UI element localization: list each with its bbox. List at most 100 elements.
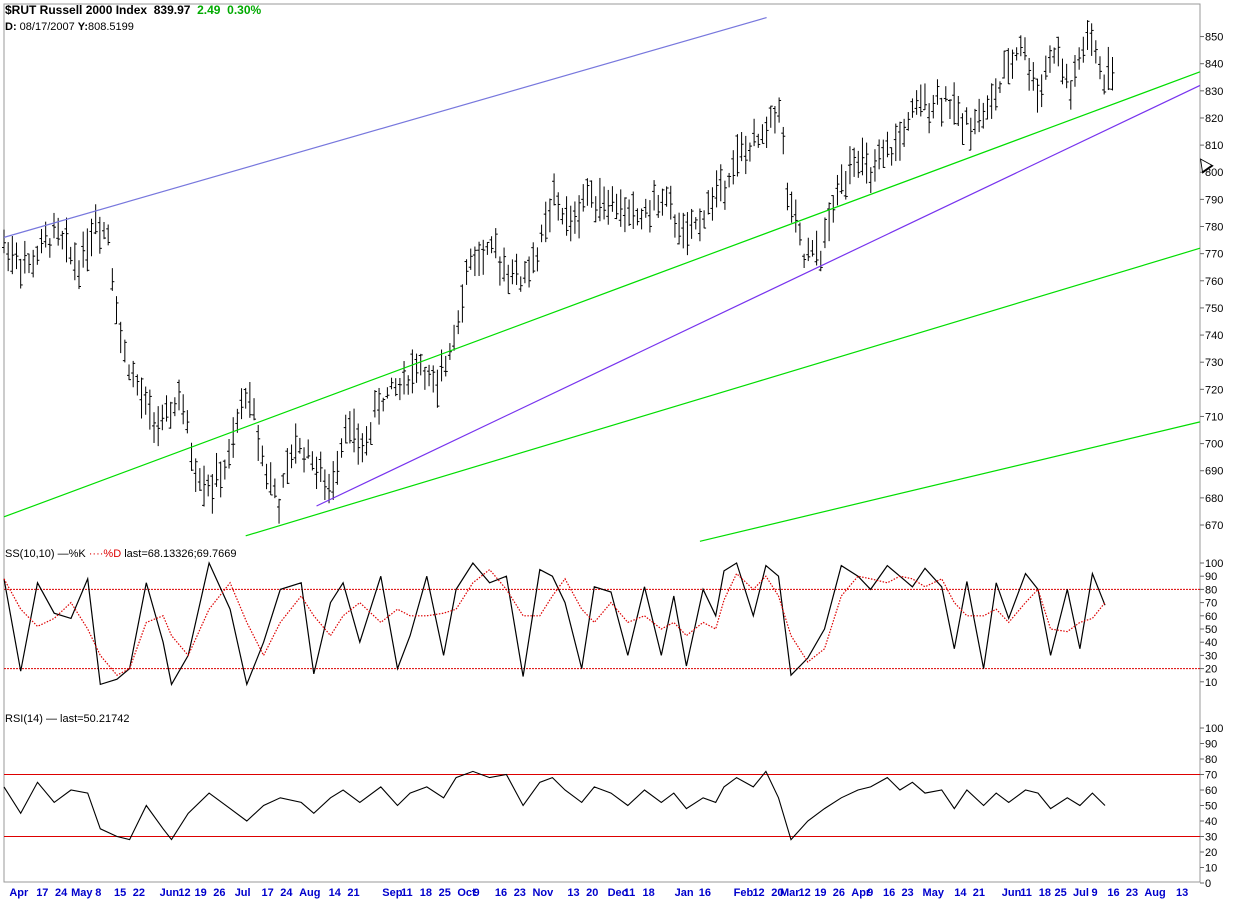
x-axis-label: 25	[439, 887, 451, 899]
x-axis-label: 14	[329, 887, 342, 899]
x-axis-label: Apr	[9, 887, 29, 899]
price-y-tick-label: 710	[1205, 411, 1223, 423]
x-axis-label: 23	[514, 887, 526, 899]
x-axis-label: 11	[624, 887, 636, 899]
plot-frame	[3, 3, 1201, 883]
x-axis-label: 16	[1107, 887, 1119, 899]
stoch-y-tick-label: 50	[1205, 624, 1217, 636]
x-axis-label: Mar	[780, 887, 800, 899]
x-axis-label: 21	[973, 887, 985, 899]
x-axis-label: 16	[495, 887, 507, 899]
price-y-tick-label: 850	[1205, 32, 1223, 44]
price-change-pct: 0.30%	[227, 3, 262, 17]
x-axis-label: 25	[1055, 887, 1067, 899]
rsi-y-tick-label: 10	[1205, 863, 1217, 875]
price-y-tick-label: 840	[1205, 59, 1223, 71]
x-axis-label: Jul	[1073, 887, 1089, 899]
x-axis-label: 26	[213, 887, 225, 899]
price-y-tick-label: 830	[1205, 86, 1223, 98]
rsi-y-tick-label: 90	[1205, 739, 1217, 751]
x-axis-label: 18	[420, 887, 432, 899]
price-y-tick-label: 800	[1205, 167, 1223, 179]
price-y-tick-label: 790	[1205, 194, 1223, 206]
x-axis-label: Feb	[734, 887, 754, 899]
x-axis-label: Aug	[299, 887, 320, 899]
trendline	[3, 71, 1201, 518]
price-y-tick-label: 820	[1205, 113, 1223, 125]
x-axis-label: May	[71, 887, 93, 899]
trendline	[3, 16, 767, 238]
x-axis-label: May	[923, 887, 945, 899]
x-axis-label: 17	[262, 887, 274, 899]
date-value: 08/17/2007	[19, 21, 75, 33]
x-axis-label: Sep	[382, 887, 402, 899]
date-label: D:	[5, 21, 17, 33]
price-y-tick-label: 750	[1205, 303, 1223, 315]
x-axis-label: 9	[473, 887, 479, 899]
price-bars	[2, 20, 1115, 524]
rsi-y-tick-label: 20	[1205, 847, 1217, 859]
price-y-tick-label: 680	[1205, 493, 1223, 505]
x-axis-label: 12	[798, 887, 810, 899]
x-axis-label: Jan	[675, 887, 694, 899]
stoch-y-tick-label: 100	[1205, 558, 1223, 570]
x-axis-label: 15	[114, 887, 126, 899]
x-axis-label: 12	[752, 887, 764, 899]
y-label: Y:	[77, 21, 88, 33]
x-axis-label: 11	[401, 887, 413, 899]
x-axis-label: Apr	[851, 887, 871, 899]
rsi-y-tick-label: 50	[1205, 801, 1217, 813]
trendline	[316, 84, 1201, 507]
x-axis-label: 13	[567, 887, 579, 899]
x-axis-label: 20	[586, 887, 598, 899]
last-price: 839.97	[153, 3, 191, 17]
rsi-y-tick-label: 0	[1205, 878, 1211, 890]
x-axis-label: 17	[36, 887, 48, 899]
price-y-tick-label: 690	[1205, 466, 1223, 478]
symbol-title: $RUT Russell 2000 Index	[5, 3, 148, 17]
x-axis-label: 23	[901, 887, 913, 899]
stoch-title: SS(10,10) —%K ····%D last=68.13326;69.76…	[5, 548, 236, 560]
rsi-y-tick-label: 60	[1205, 785, 1217, 797]
x-axis-label: 23	[1126, 887, 1138, 899]
x-axis-label: 11	[1020, 887, 1032, 899]
x-axis-label: Dec	[608, 887, 628, 899]
x-axis-label: 26	[833, 887, 845, 899]
crosshair-readout: D: 08/17/2007 Y:808.5199	[5, 21, 134, 33]
price-y-tick-label: 700	[1205, 439, 1223, 451]
x-axis-label: 9	[867, 887, 873, 899]
x-axis-label: Jun	[1002, 887, 1022, 899]
stoch-y-tick-label: 60	[1205, 611, 1217, 623]
x-axis-label: Aug	[1144, 887, 1165, 899]
price-y-tick-label: 730	[1205, 357, 1223, 369]
x-axis-label: Nov	[532, 887, 554, 899]
trendline	[245, 247, 1201, 537]
stoch-y-tick-label: 20	[1205, 664, 1217, 676]
x-axis-label: 24	[55, 887, 68, 899]
chart-header: $RUT Russell 2000 Index 839.97 2.49 0.30…	[5, 3, 261, 17]
x-axis-label: Jul	[235, 887, 251, 899]
x-axis-label: 19	[814, 887, 826, 899]
price-change: 2.49	[197, 3, 221, 17]
x-axis-label: 14	[954, 887, 967, 899]
x-axis-label: 24	[280, 887, 293, 899]
stoch-y-tick-label: 90	[1205, 571, 1217, 583]
x-axis-label: 9	[1092, 887, 1098, 899]
x-axis-label: 13	[1176, 887, 1188, 899]
trendline	[699, 421, 1201, 542]
x-axis-label: 16	[883, 887, 895, 899]
x-axis-label: 20	[771, 887, 783, 899]
price-y-tick-label: 770	[1205, 249, 1223, 261]
stoch-y-tick-label: 70	[1205, 598, 1217, 610]
price-y-tick-label: 760	[1205, 276, 1223, 288]
rsi-y-tick-label: 80	[1205, 754, 1217, 766]
x-axis-label: 19	[194, 887, 206, 899]
rsi-series	[3, 770, 1106, 841]
price-y-tick-label: 670	[1205, 520, 1223, 532]
price-y-tick-label: 810	[1205, 140, 1223, 152]
x-axis-label: 21	[347, 887, 359, 899]
price-y-tick-label: 740	[1205, 330, 1223, 342]
x-axis-label: Oct	[457, 887, 476, 899]
rsi-y-tick-label: 40	[1205, 816, 1217, 828]
